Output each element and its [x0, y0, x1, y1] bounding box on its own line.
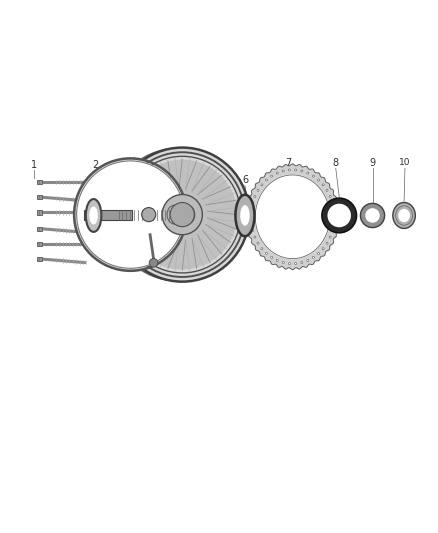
- Circle shape: [111, 149, 243, 281]
- Ellipse shape: [89, 206, 98, 224]
- Circle shape: [295, 169, 297, 171]
- Polygon shape: [255, 175, 330, 259]
- Ellipse shape: [86, 199, 101, 232]
- FancyBboxPatch shape: [36, 180, 42, 184]
- Circle shape: [326, 242, 328, 244]
- Text: 8: 8: [333, 158, 339, 168]
- Ellipse shape: [167, 205, 182, 224]
- FancyBboxPatch shape: [36, 242, 42, 246]
- Circle shape: [332, 230, 333, 232]
- Circle shape: [261, 184, 263, 186]
- Polygon shape: [74, 158, 187, 271]
- Text: 4: 4: [119, 236, 125, 246]
- Circle shape: [265, 179, 268, 181]
- Circle shape: [329, 196, 331, 197]
- Circle shape: [276, 260, 278, 262]
- Circle shape: [333, 216, 335, 218]
- FancyBboxPatch shape: [84, 209, 132, 220]
- Circle shape: [162, 195, 202, 235]
- FancyBboxPatch shape: [36, 195, 42, 199]
- Circle shape: [170, 203, 194, 227]
- Circle shape: [257, 242, 259, 244]
- Text: 10: 10: [399, 158, 411, 167]
- Circle shape: [322, 184, 324, 186]
- Circle shape: [307, 172, 309, 174]
- Circle shape: [307, 260, 309, 262]
- Circle shape: [332, 202, 333, 204]
- Circle shape: [127, 160, 237, 270]
- Circle shape: [149, 259, 158, 267]
- Text: 3: 3: [127, 160, 134, 170]
- Circle shape: [250, 209, 252, 211]
- Circle shape: [271, 175, 272, 177]
- Circle shape: [329, 236, 331, 238]
- Ellipse shape: [175, 205, 190, 224]
- Circle shape: [301, 170, 303, 172]
- Circle shape: [271, 256, 272, 259]
- Circle shape: [333, 223, 335, 225]
- Circle shape: [251, 202, 254, 204]
- Circle shape: [251, 230, 254, 232]
- Circle shape: [250, 216, 252, 218]
- FancyBboxPatch shape: [36, 257, 42, 261]
- Ellipse shape: [236, 195, 254, 236]
- Ellipse shape: [240, 205, 250, 226]
- Circle shape: [250, 223, 252, 225]
- Ellipse shape: [180, 205, 195, 224]
- FancyBboxPatch shape: [36, 227, 42, 231]
- Circle shape: [365, 208, 380, 223]
- Circle shape: [301, 262, 303, 263]
- Circle shape: [288, 169, 290, 171]
- Text: 2: 2: [92, 160, 99, 170]
- FancyBboxPatch shape: [36, 211, 42, 215]
- Circle shape: [318, 253, 320, 254]
- Circle shape: [265, 253, 268, 254]
- Circle shape: [318, 179, 320, 181]
- Circle shape: [254, 236, 256, 238]
- Circle shape: [282, 170, 284, 172]
- Circle shape: [322, 198, 357, 233]
- Circle shape: [322, 248, 324, 249]
- Circle shape: [282, 262, 284, 263]
- Circle shape: [312, 175, 314, 177]
- Circle shape: [276, 172, 278, 174]
- Circle shape: [261, 248, 263, 249]
- Polygon shape: [77, 161, 184, 268]
- Circle shape: [360, 204, 385, 228]
- Circle shape: [312, 256, 314, 259]
- Ellipse shape: [398, 209, 410, 222]
- Text: 1: 1: [31, 160, 37, 170]
- Circle shape: [254, 196, 256, 197]
- Text: 5: 5: [170, 236, 177, 246]
- Circle shape: [328, 204, 351, 227]
- Text: 6: 6: [242, 175, 248, 185]
- Polygon shape: [246, 164, 339, 270]
- Ellipse shape: [393, 203, 415, 229]
- Text: 9: 9: [370, 158, 375, 168]
- Circle shape: [115, 148, 249, 281]
- Circle shape: [288, 263, 290, 264]
- Circle shape: [141, 207, 156, 222]
- Circle shape: [295, 263, 297, 264]
- Text: 7: 7: [285, 158, 291, 168]
- Circle shape: [257, 189, 259, 191]
- Circle shape: [326, 189, 328, 191]
- Circle shape: [333, 209, 335, 211]
